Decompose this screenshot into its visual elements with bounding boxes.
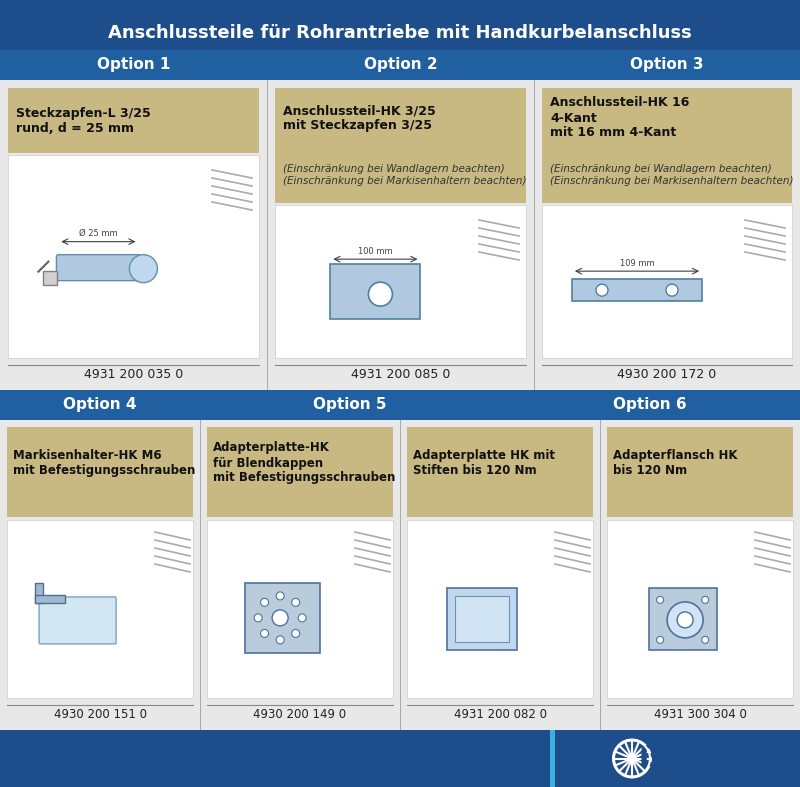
Circle shape: [276, 592, 284, 600]
Text: Anschlussteile für Rohrantriebe mit Handkurbelanschluss: Anschlussteile für Rohrantriebe mit Hand…: [108, 24, 692, 42]
Bar: [275, 205, 526, 358]
Circle shape: [666, 284, 678, 296]
Circle shape: [702, 637, 709, 644]
Circle shape: [612, 738, 652, 778]
Text: 4931 200 035 0: 4931 200 035 0: [84, 368, 183, 382]
Bar: [0, 50, 800, 80]
Circle shape: [272, 610, 288, 626]
Circle shape: [368, 283, 392, 306]
Bar: [542, 88, 792, 203]
Bar: [275, 88, 526, 203]
Text: 4930 200 172 0: 4930 200 172 0: [618, 368, 717, 382]
Bar: [266, 80, 268, 390]
Circle shape: [254, 614, 262, 622]
Circle shape: [261, 630, 269, 637]
Text: Anschlussteil-HK 3/25
mit Steckzapfen 3/25: Anschlussteil-HK 3/25 mit Steckzapfen 3/…: [283, 104, 436, 132]
Text: 4930 200 149 0: 4930 200 149 0: [254, 708, 346, 722]
Text: 4931 200 082 0: 4931 200 082 0: [454, 708, 546, 722]
Text: 100 mm: 100 mm: [358, 246, 393, 256]
Text: (Einschränkung bei Wandlagern beachten)
(Einschränkung bei Markisenhaltern beach: (Einschränkung bei Wandlagern beachten) …: [550, 164, 794, 186]
Text: Adapterplatte HK mit
Stiften bis 120 Nm: Adapterplatte HK mit Stiften bis 120 Nm: [413, 449, 555, 477]
Circle shape: [276, 636, 284, 644]
Text: Adapterflansch HK
bis 120 Nm: Adapterflansch HK bis 120 Nm: [613, 449, 738, 477]
Circle shape: [298, 614, 306, 622]
Text: Option 1: Option 1: [97, 57, 170, 72]
Bar: [607, 520, 793, 698]
Text: 4931 200 085 0: 4931 200 085 0: [351, 368, 450, 382]
Text: Steckzapfen-L 3/25
rund, d = 25 mm: Steckzapfen-L 3/25 rund, d = 25 mm: [16, 106, 150, 135]
Bar: [534, 80, 535, 390]
Bar: [8, 88, 259, 153]
Bar: [0, 390, 800, 420]
Text: Option 5: Option 5: [314, 397, 386, 412]
Bar: [199, 420, 201, 730]
Circle shape: [657, 597, 664, 604]
Bar: [0, 0, 800, 15]
Bar: [8, 155, 259, 358]
Text: Option 3: Option 3: [630, 57, 704, 72]
Text: 109 mm: 109 mm: [620, 259, 654, 268]
Text: Anschlussteil-HK 16
4-Kant
mit 16 mm 4-Kant: Anschlussteil-HK 16 4-Kant mit 16 mm 4-K…: [550, 97, 690, 139]
Bar: [542, 205, 792, 358]
FancyBboxPatch shape: [39, 597, 116, 644]
Bar: [7, 427, 193, 517]
Circle shape: [292, 630, 300, 637]
Text: 4931 300 304 0: 4931 300 304 0: [654, 708, 746, 722]
Bar: [399, 420, 401, 730]
Circle shape: [292, 598, 300, 606]
Bar: [0, 730, 800, 787]
Bar: [447, 588, 517, 650]
Text: Option 2: Option 2: [364, 57, 438, 72]
Bar: [207, 520, 393, 698]
Bar: [455, 596, 509, 642]
Circle shape: [130, 255, 158, 283]
Circle shape: [657, 637, 664, 644]
Text: BECKER: BECKER: [639, 745, 761, 773]
Circle shape: [596, 284, 608, 296]
Bar: [607, 427, 793, 517]
Bar: [0, 80, 800, 390]
Bar: [649, 588, 717, 650]
Circle shape: [667, 602, 703, 638]
Circle shape: [677, 612, 693, 628]
FancyBboxPatch shape: [56, 255, 141, 281]
Text: (Einschränkung bei Wandlagern beachten)
(Einschränkung bei Markisenhaltern beach: (Einschränkung bei Wandlagern beachten) …: [283, 164, 526, 186]
Bar: [43, 271, 58, 285]
Circle shape: [261, 598, 269, 606]
Bar: [599, 420, 601, 730]
Bar: [550, 730, 555, 787]
Bar: [207, 427, 393, 517]
Text: Adapterplatte-HK
für Blendkappen
mit Befestigungsschrauben: Adapterplatte-HK für Blendkappen mit Bef…: [213, 442, 395, 485]
Bar: [35, 595, 65, 603]
Text: Option 6: Option 6: [613, 397, 687, 412]
Bar: [407, 427, 593, 517]
Bar: [0, 420, 800, 730]
Bar: [407, 520, 593, 698]
Bar: [0, 15, 800, 50]
Bar: [35, 583, 43, 603]
Text: Markisenhalter-HK M6
mit Befestigungsschrauben: Markisenhalter-HK M6 mit Befestigungssch…: [13, 449, 195, 477]
Bar: [572, 279, 702, 301]
Bar: [7, 520, 193, 698]
Text: Option 4: Option 4: [63, 397, 137, 412]
Text: Ø 25 mm: Ø 25 mm: [79, 229, 118, 238]
Bar: [330, 264, 421, 320]
Circle shape: [702, 597, 709, 604]
Text: 4930 200 151 0: 4930 200 151 0: [54, 708, 146, 722]
Bar: [245, 583, 320, 653]
Circle shape: [614, 741, 650, 777]
